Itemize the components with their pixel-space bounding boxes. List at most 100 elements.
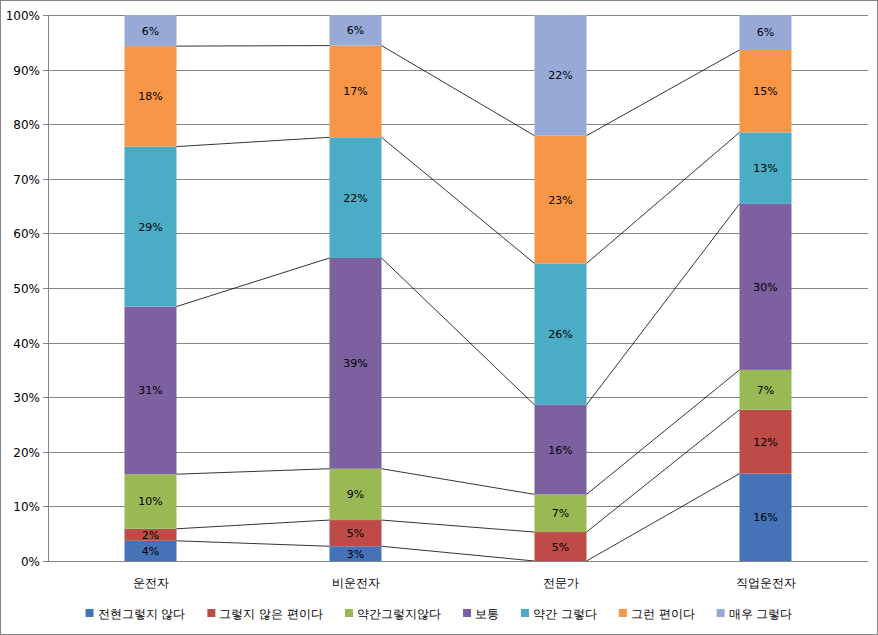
bar-segment: [125, 541, 177, 561]
bar-segment: [330, 258, 382, 469]
bar-segment: [330, 46, 382, 138]
bar-segment: [535, 405, 587, 495]
data-labels: 4%3%16%2%5%5%12%10%9%7%7%31%39%16%30%29%…: [138, 24, 777, 560]
bar-segment: [125, 529, 177, 541]
bar-segment: [330, 15, 382, 46]
data-label: 17%: [343, 85, 367, 98]
bar-segment: [330, 137, 382, 258]
bar-segment: [125, 46, 177, 146]
y-tick-label: 0%: [21, 555, 40, 569]
data-label: 18%: [138, 90, 162, 103]
bar-segment: [535, 494, 587, 532]
data-label: 5%: [552, 541, 569, 554]
bar-segment: [740, 370, 792, 410]
data-label: 6%: [347, 24, 364, 37]
series-line: [382, 546, 535, 561]
tick-mark: [43, 124, 48, 125]
series-line: [587, 204, 740, 405]
series-line: [587, 50, 740, 136]
tick-mark: [43, 452, 48, 453]
data-label: 7%: [552, 507, 569, 520]
data-label: 22%: [343, 192, 367, 205]
bar-segment: [740, 15, 792, 50]
bar-segment: [125, 15, 177, 46]
y-tick-label: 80%: [13, 118, 40, 132]
series-line: [587, 474, 740, 561]
series-line: [177, 520, 330, 529]
legend-swatch: [86, 609, 94, 617]
y-tick-label: 10%: [13, 500, 40, 514]
series-line: [382, 258, 535, 405]
bar-segment: [535, 532, 587, 561]
series-line: [382, 137, 535, 263]
series-line: [177, 137, 330, 146]
bar-segment: [125, 474, 177, 529]
y-tick-label: 60%: [13, 227, 40, 241]
data-label: 26%: [548, 328, 572, 341]
tick-mark: [43, 179, 48, 180]
tick-mark: [43, 288, 48, 289]
data-label: 13%: [753, 162, 777, 175]
series-line: [587, 132, 740, 263]
plot-marks: [125, 15, 792, 561]
series-line: [177, 45, 330, 47]
y-axis: [48, 15, 49, 561]
data-label: 6%: [757, 26, 774, 39]
series-line: [382, 46, 535, 136]
data-label: 9%: [347, 488, 364, 501]
bar-segment: [740, 204, 792, 370]
legend-swatch: [619, 609, 627, 617]
bar-segment: [330, 520, 382, 546]
tick-mark: [43, 343, 48, 344]
x-tick-label: 전문가: [543, 576, 579, 590]
legend-swatch: [521, 609, 529, 617]
data-label: 12%: [753, 436, 777, 449]
series-line: [382, 469, 535, 495]
bar-segment: [125, 147, 177, 307]
series-line: [177, 541, 330, 546]
bar-segment: [535, 15, 587, 136]
x-tick-label: 비운전자: [332, 576, 380, 590]
bar-segment: [330, 546, 382, 561]
data-label: 30%: [753, 281, 777, 294]
data-label: 31%: [138, 384, 162, 397]
data-label: 16%: [753, 511, 777, 524]
y-tick-label: 30%: [13, 391, 40, 405]
data-label: 29%: [138, 221, 162, 234]
legend-swatch: [207, 609, 215, 617]
data-label: 22%: [548, 69, 572, 82]
data-label: 5%: [347, 527, 364, 540]
chart-border: [1, 1, 878, 635]
legend-label: 매우 그렇다: [729, 607, 793, 621]
data-label: 39%: [343, 357, 367, 370]
data-label: 6%: [142, 25, 159, 38]
legend-label: 약간 그렇다: [533, 607, 597, 621]
legend-label: 전현그렇지 않다: [98, 607, 186, 621]
x-tick-label: 직업운전자: [736, 576, 796, 590]
data-label: 10%: [138, 495, 162, 508]
y-tick-label: 40%: [13, 337, 40, 351]
bar-segment: [330, 469, 382, 520]
bar-segment: [740, 474, 792, 561]
grid-line: [48, 561, 868, 562]
legend-label: 그런 편이다: [631, 607, 695, 621]
data-label: 2%: [142, 529, 159, 542]
series-line: [382, 520, 535, 532]
tick-mark: [43, 70, 48, 71]
tick-mark: [43, 15, 48, 16]
y-tick-label: 20%: [13, 446, 40, 460]
series-line: [587, 410, 740, 532]
bar-segment: [740, 410, 792, 474]
tick-mark: [43, 561, 48, 562]
legend-swatch: [345, 609, 353, 617]
x-axis: [48, 561, 868, 562]
x-tick-label: 운전자: [133, 576, 169, 590]
series-line: [177, 469, 330, 474]
y-tick-label: 100%: [6, 9, 40, 23]
chart: 0%10%20%30%40%50%60%70%80%90%100%4%3%16%…: [0, 0, 878, 635]
series-line: [587, 370, 740, 494]
legend-label: 그렇지 않은 편이다: [219, 607, 323, 621]
bar-segment: [535, 136, 587, 264]
tick-mark: [43, 506, 48, 507]
legend-swatch: [717, 609, 725, 617]
